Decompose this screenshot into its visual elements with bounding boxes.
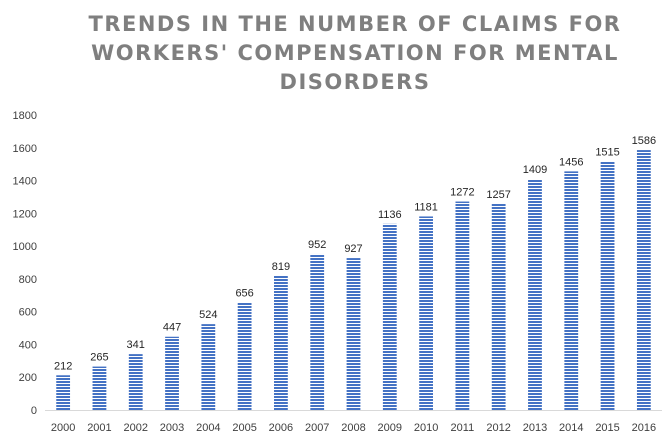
y-axis: 0 200 400 600 800 1000 1200 1400 1600 1800	[13, 110, 37, 417]
data-label: 1515	[595, 147, 619, 159]
bar	[92, 366, 107, 410]
data-label: 656	[235, 287, 253, 299]
x-tick-label: 2000	[51, 422, 75, 434]
chart-title-line-3: DISORDERS	[279, 70, 431, 94]
x-tick-label: 2015	[595, 422, 619, 434]
bar	[382, 223, 397, 410]
bar	[201, 324, 216, 410]
bar	[310, 253, 325, 410]
bar	[237, 302, 252, 410]
y-tick-label: 800	[19, 274, 37, 286]
chart-title: TRENDS IN THE NUMBER OF CLAIMS FOR WORKE…	[40, 10, 670, 97]
bar	[491, 203, 506, 410]
y-tick-label: 1400	[13, 176, 37, 188]
data-label: 212	[54, 360, 72, 372]
data-label: 952	[308, 239, 326, 251]
data-label: 1257	[486, 189, 510, 201]
bar	[165, 336, 179, 410]
data-label: 1409	[523, 164, 547, 176]
data-label: 927	[344, 243, 362, 255]
bar	[455, 201, 470, 410]
y-tick-label: 1200	[13, 208, 37, 220]
y-tick-label: 1800	[13, 110, 37, 122]
x-tick-label: 2011	[451, 422, 475, 434]
data-label: 265	[90, 352, 108, 364]
bars	[56, 150, 651, 411]
y-tick-label: 1000	[13, 241, 37, 253]
data-label: 1272	[450, 187, 474, 199]
data-labels: 212 265 341 447 524 656 819 952 927 1136 1181 1272 1…	[54, 135, 656, 372]
bar	[56, 375, 71, 410]
x-axis: 2000 2001 2002 2003 2004 2005 2006 2007 2008 2009…	[51, 422, 656, 434]
x-tick-label: 2016	[632, 422, 656, 434]
x-tick-label: 2007	[305, 422, 329, 434]
data-label: 819	[272, 261, 290, 273]
y-tick-label: 0	[31, 405, 37, 417]
y-tick-label: 400	[19, 339, 37, 351]
x-tick-label: 2013	[523, 422, 547, 434]
x-tick-label: 2014	[559, 422, 583, 434]
x-tick-label: 2002	[123, 422, 147, 434]
data-label: 1586	[632, 135, 656, 147]
bar	[128, 354, 143, 410]
x-tick-label: 2010	[414, 422, 438, 434]
bar	[528, 179, 542, 410]
bar	[564, 171, 579, 410]
data-label: 1181	[414, 201, 438, 213]
bar	[600, 161, 615, 410]
data-label: 447	[163, 322, 181, 334]
x-tick-label: 2005	[232, 422, 256, 434]
data-label: 524	[199, 309, 217, 321]
data-label: 1136	[378, 209, 402, 221]
x-tick-label: 2001	[87, 422, 111, 434]
chart-title-line-1: TRENDS IN THE NUMBER OF CLAIMS FOR	[88, 12, 622, 36]
x-tick-label: 2009	[378, 422, 402, 434]
x-tick-label: 2008	[341, 422, 365, 434]
bar	[419, 216, 433, 410]
x-tick-label: 2006	[269, 422, 293, 434]
x-tick-label: 2012	[486, 422, 510, 434]
y-tick-label: 200	[19, 372, 37, 384]
y-tick-label: 600	[19, 307, 37, 319]
bar	[274, 275, 288, 410]
data-label: 1456	[559, 156, 583, 168]
data-label: 341	[127, 339, 145, 351]
x-tick-label: 2003	[160, 422, 184, 434]
bar	[346, 258, 361, 410]
y-tick-label: 1600	[13, 143, 37, 155]
chart-title-line-2: WORKERS' COMPENSATION FOR MENTAL	[91, 41, 619, 65]
x-tick-label: 2004	[196, 422, 220, 434]
bar	[636, 150, 651, 411]
